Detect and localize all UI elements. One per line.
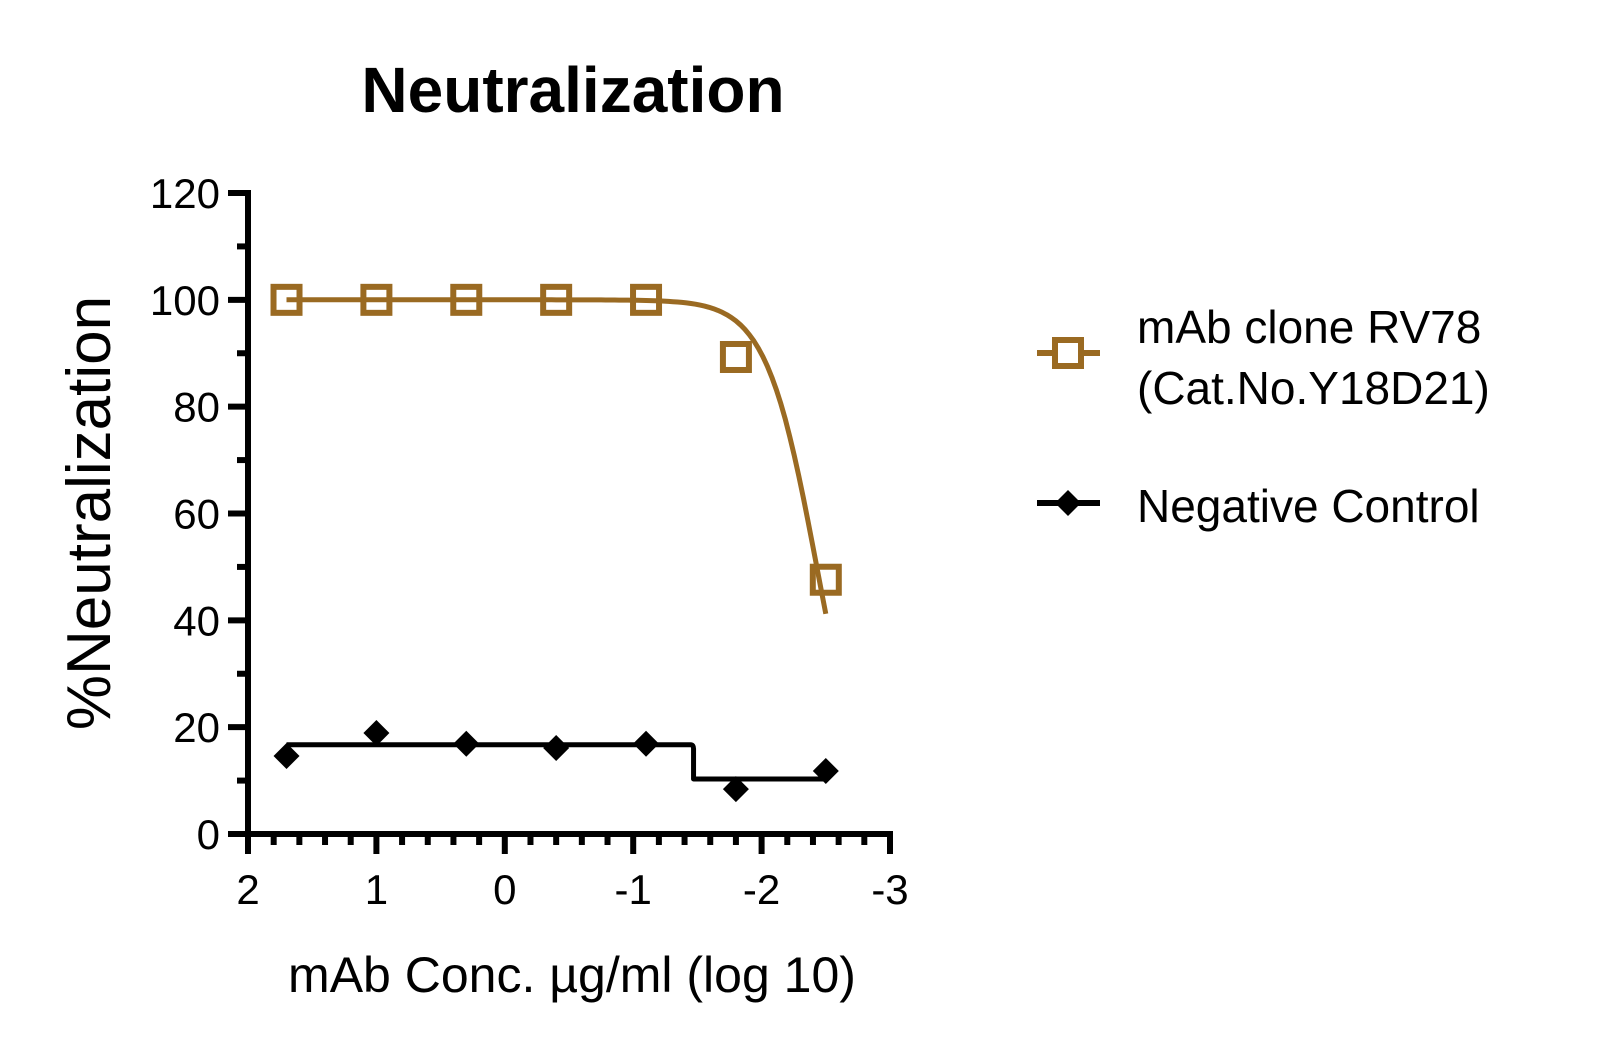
fit-line-negative-control: [286, 742, 826, 782]
series-layer: [270, 283, 842, 803]
data-point-square: [630, 283, 663, 316]
x-tick-label: 0: [493, 866, 516, 913]
legend-label: mAb clone RV78: [1137, 301, 1481, 353]
data-point-diamond: [453, 730, 480, 757]
y-tick-label: 20: [173, 704, 220, 751]
y-tick-label: 40: [173, 597, 220, 644]
data-point-diamond: [722, 776, 749, 803]
y-tick-label: 120: [150, 170, 220, 217]
legend: mAb clone RV78 (Cat.No.Y18D21) Negative Co…: [1037, 301, 1490, 532]
data-point-diamond: [363, 720, 390, 747]
legend-diamond-icon: [1055, 490, 1081, 516]
legend-item-mab-rv78: mAb clone RV78 (Cat.No.Y18D21): [1037, 301, 1490, 414]
y-tick-label: 0: [197, 811, 220, 858]
x-tick-label: -2: [743, 866, 780, 913]
data-point-diamond: [812, 757, 839, 784]
x-tick-label: 1: [365, 866, 388, 913]
data-point-square: [450, 283, 483, 316]
x-axis-label: mAb Conc. µg/ml (log 10): [288, 947, 856, 1003]
data-point-square: [270, 283, 303, 316]
fit-curve-mab-rv78: [286, 297, 829, 615]
chart-title: Neutralization: [361, 54, 784, 126]
legend-label: Negative Control: [1137, 480, 1480, 532]
series-negative-control: [273, 720, 839, 803]
legend-item-negative-control: Negative Control: [1037, 480, 1480, 532]
y-axis-label: %Neutralization: [55, 296, 124, 730]
x-tick-label: -3: [871, 866, 908, 913]
y-ticks: 0 20 40 60 80 100 120: [150, 170, 248, 858]
x-ticks: 2 1 0 -1 -2 -3: [236, 834, 909, 913]
data-point-diamond: [633, 730, 660, 757]
y-tick-label: 60: [173, 491, 220, 538]
legend-square-icon: [1052, 337, 1084, 369]
data-point-square: [719, 340, 752, 373]
x-tick-label: -1: [615, 866, 652, 913]
data-point-square: [540, 283, 573, 316]
series-mab-rv78: [270, 283, 842, 615]
data-point-square: [809, 563, 842, 596]
data-point-diamond: [543, 734, 570, 761]
y-tick-label: 80: [173, 384, 220, 431]
y-tick-label: 100: [150, 277, 220, 324]
data-point-diamond: [273, 743, 300, 770]
data-point-square: [360, 283, 393, 316]
legend-label: (Cat.No.Y18D21): [1137, 362, 1490, 414]
x-tick-label: 2: [236, 866, 259, 913]
